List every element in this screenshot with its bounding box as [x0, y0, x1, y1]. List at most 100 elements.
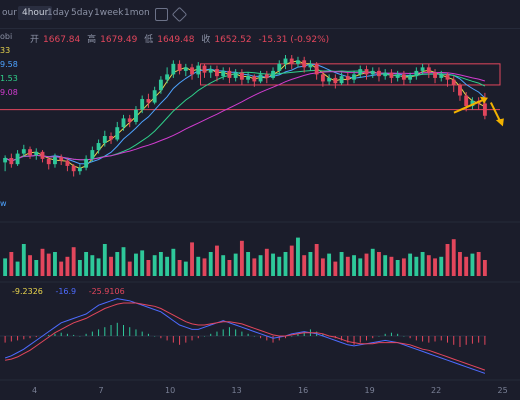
- candle-body: [252, 76, 257, 82]
- volume-bar: [215, 245, 219, 276]
- tab-4hour[interactable]: 4hour: [18, 6, 53, 20]
- volume-bar: [102, 244, 107, 276]
- volume-bar: [109, 256, 113, 276]
- volume-bar: [40, 248, 45, 276]
- volume-bar: [28, 255, 32, 276]
- macd-histogram-bar: [216, 331, 218, 336]
- macd-histogram-bar: [48, 334, 50, 336]
- high-label: 高: [87, 35, 97, 45]
- volume-bar: [246, 252, 251, 276]
- macd-histogram-bar: [29, 336, 31, 339]
- candle-body: [414, 70, 419, 77]
- macd-histogram-bar: [135, 329, 137, 336]
- volume-bar: [15, 261, 20, 276]
- macd-histogram-bar: [191, 336, 193, 341]
- open-label: 开: [30, 35, 40, 45]
- volume-bar: [96, 258, 101, 276]
- tab-1week[interactable]: 1week: [94, 8, 124, 18]
- candle-body: [389, 72, 394, 78]
- volume-bar: [146, 260, 151, 276]
- volume-bar: [426, 255, 431, 276]
- macd-histogram-bar: [147, 333, 149, 336]
- x-tick-label: 19: [364, 386, 375, 395]
- volume-bar: [221, 255, 226, 276]
- candle-body: [9, 158, 14, 165]
- volume-bar: [9, 252, 14, 276]
- candle-body: [208, 69, 213, 73]
- volume-bar: [71, 247, 76, 276]
- candle-body: [339, 76, 344, 84]
- candle-body: [420, 67, 425, 71]
- macd-histogram-bar: [272, 336, 274, 343]
- volume-bar: [401, 258, 406, 276]
- volume-bar: [458, 252, 462, 276]
- tab-1mon[interactable]: 1mon: [124, 8, 150, 18]
- volume-bar: [314, 244, 319, 276]
- candle-body: [109, 136, 113, 140]
- candle-body: [283, 58, 288, 64]
- moving-average-line: [4, 60, 486, 169]
- tab-1day[interactable]: 1day: [47, 8, 70, 18]
- volume-bar: [227, 260, 232, 276]
- candle-body: [227, 70, 232, 78]
- candle-body: [121, 118, 126, 128]
- volume-bar: [233, 253, 238, 276]
- macd-histogram-bar: [484, 336, 486, 345]
- macd-histogram-bar: [104, 327, 106, 336]
- candle-body: [296, 60, 300, 64]
- tab-hour[interactable]: our: [2, 8, 17, 18]
- macd-histogram-bar: [222, 329, 224, 336]
- volume-bar: [202, 258, 207, 276]
- volume-bar: [252, 258, 257, 276]
- volume-bar: [34, 260, 39, 276]
- candle-body: [53, 157, 57, 165]
- macd-histogram-bar: [372, 336, 374, 339]
- ma-value-3: 1.53: [0, 74, 18, 83]
- candle-body: [439, 74, 444, 78]
- candle-body: [246, 76, 251, 80]
- macd-histogram-bar: [141, 331, 143, 336]
- volume-bar: [445, 244, 450, 276]
- macd-histogram-bar: [247, 333, 249, 336]
- volume-bar: [77, 260, 82, 276]
- volume-bar: [327, 253, 332, 276]
- volume-bar: [134, 253, 138, 276]
- macd-histogram-bar: [322, 333, 324, 336]
- volume-bar: [482, 260, 487, 276]
- x-tick-label: 4: [32, 386, 38, 395]
- volume-bar: [127, 261, 132, 276]
- macd-histogram-bar: [241, 331, 243, 336]
- candle-body: [352, 74, 356, 80]
- macd-histogram-bar: [397, 333, 399, 336]
- volume-bar: [158, 252, 163, 276]
- candle-body: [377, 70, 381, 77]
- ma-value-2: 9.58: [0, 60, 18, 69]
- x-tick-label: 7: [98, 386, 104, 395]
- candle-body: [15, 153, 20, 165]
- macd-histogram-bar: [440, 336, 442, 341]
- macd-histogram-bar: [110, 325, 112, 336]
- candle-body: [289, 58, 294, 64]
- volume-bar: [258, 255, 263, 276]
- macd-histogram-bar: [66, 333, 68, 336]
- macd-histogram-bar: [98, 329, 100, 336]
- candle-body: [59, 157, 64, 161]
- volume-bar: [84, 252, 89, 276]
- macd-histogram-bar: [54, 333, 56, 336]
- candle-body: [239, 72, 244, 80]
- candle-body: [215, 69, 219, 77]
- volume-bar: [171, 248, 176, 276]
- timeframe-toolbar: our 4hour 1day 5day 1week 1mon: [0, 0, 520, 29]
- macd-dea-line: [5, 302, 486, 371]
- candle-body: [271, 70, 275, 78]
- candle-body: [258, 74, 263, 82]
- macd-histogram-bar: [79, 336, 81, 337]
- macd-histogram-bar: [85, 333, 87, 336]
- change-value: -15.31 (-0.92%): [258, 35, 330, 45]
- volume-bar: [420, 252, 425, 276]
- chart-tool-icon[interactable]: [155, 8, 168, 21]
- close-label: 收: [201, 35, 211, 45]
- volume-bar: [208, 252, 213, 276]
- candle-body: [364, 69, 369, 75]
- tab-5day[interactable]: 5day: [71, 8, 94, 18]
